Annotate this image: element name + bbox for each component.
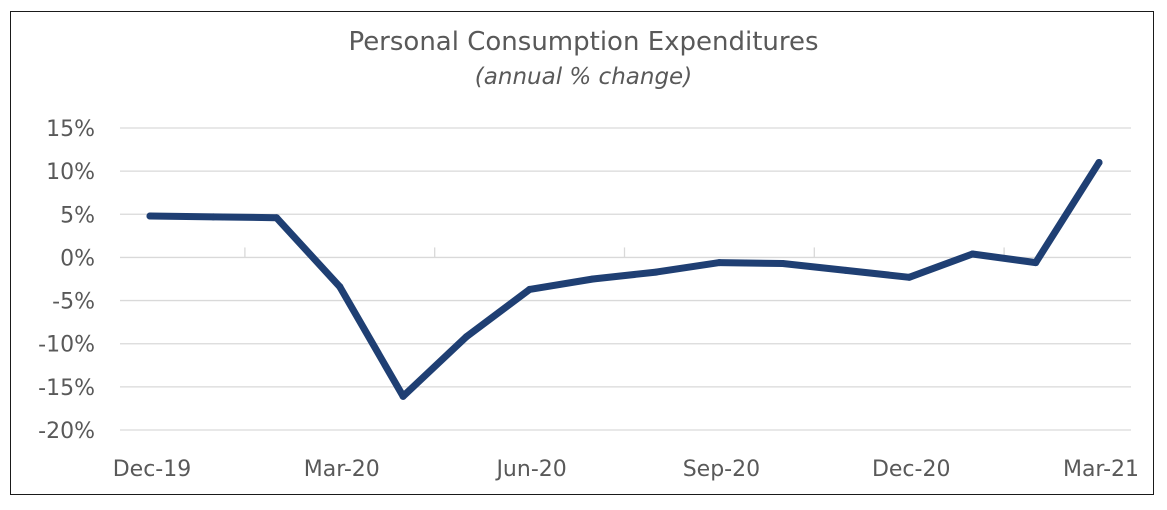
data-point: [589, 275, 597, 283]
x-tick-label: Sep-20: [683, 457, 760, 482]
series-layer: [146, 159, 1103, 400]
data-point: [905, 273, 913, 281]
data-point: [1095, 159, 1103, 167]
y-tick-label: 15%: [46, 117, 95, 142]
x-tick-label: Mar-20: [304, 457, 380, 482]
x-axis-ticks: Dec-19 Mar-20 Jun-20 Sep-20 Dec-20 Mar-21: [113, 457, 1139, 482]
y-tick-label: -5%: [52, 290, 95, 315]
data-point: [968, 250, 976, 258]
y-tick-label: 0%: [60, 246, 95, 271]
data-point: [779, 259, 787, 267]
chart-title: Personal Consumption Expenditures: [348, 27, 819, 57]
x-tick-label: Jun-20: [494, 457, 566, 482]
x-tick-label: Dec-19: [113, 457, 192, 482]
data-point: [399, 392, 407, 400]
x-tick-label: Mar-21: [1063, 457, 1139, 482]
data-point: [209, 213, 217, 221]
data-point: [842, 266, 850, 274]
data-point: [526, 285, 534, 293]
gridlines: [120, 127, 1131, 431]
y-tick-label: -20%: [38, 419, 95, 444]
chart-frame: [10, 11, 1154, 495]
data-point: [273, 214, 281, 222]
y-axis-ticks: 15% 10% 5% 0% -5% -10% -15% -20%: [38, 117, 95, 444]
series-line: [146, 159, 1103, 400]
chart-subtitle: (annual % change): [474, 64, 693, 90]
y-tick-label: -10%: [38, 333, 95, 358]
y-tick-label: -15%: [38, 376, 95, 401]
y-tick-label: 5%: [60, 203, 95, 228]
data-point: [652, 268, 660, 276]
data-point: [715, 259, 723, 267]
data-point: [146, 212, 154, 220]
data-point: [462, 333, 470, 341]
data-point: [336, 283, 344, 291]
data-point: [1032, 259, 1040, 267]
y-tick-label: 10%: [46, 160, 95, 185]
x-tick-label: Dec-20: [872, 457, 951, 482]
